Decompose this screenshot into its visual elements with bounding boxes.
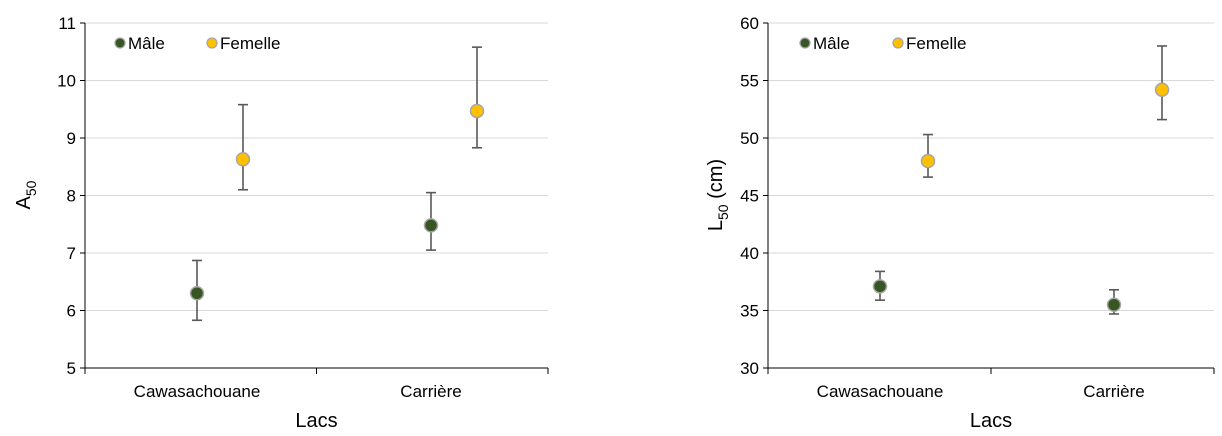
y-tick-label: 10 [57, 72, 76, 91]
chart-1: 5 6 7 8 9 10 11 Cawasachouane Carrière Lacs A50 Mâl… [13, 14, 549, 432]
y-tick-label: 35 [740, 302, 759, 321]
y-tick-label: 40 [740, 244, 759, 263]
y-axis-title: L50 (cm) [705, 159, 731, 231]
y-tick-label: 5 [67, 359, 76, 378]
legend-label: Femelle [906, 34, 966, 53]
legend-label: Mâle [813, 34, 850, 53]
y-tick-label: 6 [67, 302, 76, 321]
data-point-male [423, 218, 439, 233]
y-axis-title-main: A [13, 195, 35, 209]
chart-2: 30 35 40 45 50 55 60 Cawasachouane Carrière Lacs L… [705, 14, 1215, 432]
y-tick-label: 9 [67, 129, 76, 148]
data-point-female [1154, 82, 1170, 97]
y-tick-label: 55 [740, 72, 759, 91]
legend-marker [799, 37, 811, 49]
y-tick-label: 60 [740, 14, 759, 33]
data-point-male [189, 286, 205, 301]
legend-marker [206, 37, 218, 49]
data-point-female [235, 152, 251, 167]
y-tick-label: 8 [67, 187, 76, 206]
y-tick-label: 50 [740, 129, 759, 148]
y-tick-label: 45 [740, 187, 759, 206]
legend-label: Mâle [128, 34, 165, 53]
y-tick-label: 30 [740, 359, 759, 378]
x-axis-title: Lacs [295, 410, 337, 431]
x-tick-label: Cawasachouane [817, 382, 944, 401]
y-axis-title-main: L [705, 220, 727, 231]
legend-marker [114, 37, 126, 49]
y-axis-title-sub: 50 [23, 180, 39, 196]
y-tick-label: 11 [58, 14, 76, 33]
x-axis-title: Lacs [970, 410, 1012, 431]
data-point-male [872, 279, 888, 294]
y-axis-title: A50 [13, 180, 39, 209]
legend-marker [892, 37, 904, 49]
y-axis-title-sub: 50 [715, 204, 731, 220]
x-tick-label: Carrière [1083, 382, 1144, 401]
data-point-female [920, 153, 936, 169]
legend-label: Femelle [220, 34, 280, 53]
y-axis-title-unit: (cm) [705, 159, 727, 205]
y-tick-label: 7 [67, 244, 76, 263]
x-tick-label: Cawasachouane [134, 382, 261, 401]
x-tick-label: Carrière [400, 382, 461, 401]
data-point-male [1106, 297, 1122, 312]
data-point-female [469, 103, 485, 119]
